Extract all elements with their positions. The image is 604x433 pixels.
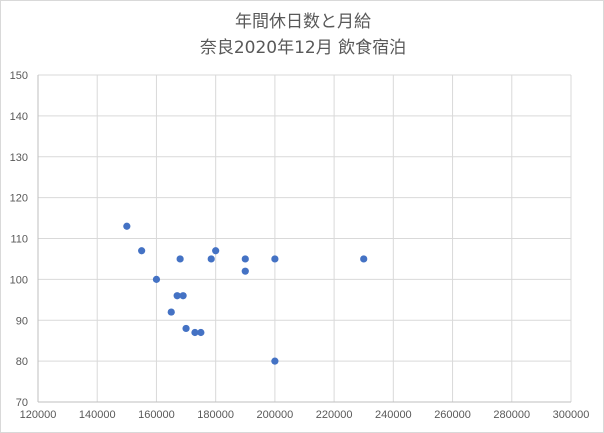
tick-labels: 120000 140000 160000 180000 200000 220000 2400…	[10, 70, 590, 421]
y-tick-label: 150	[10, 70, 28, 82]
data-points	[123, 222, 368, 365]
data-point	[197, 328, 205, 337]
data-point	[207, 255, 215, 263]
x-tick-label: 220000	[316, 409, 353, 421]
y-tick-label: 110	[10, 234, 28, 246]
chart-subtitle: 奈良2020年12月 飲食宿泊	[199, 38, 407, 58]
x-tick-label: 120000	[20, 409, 57, 421]
x-tick-label: 280000	[493, 409, 530, 421]
y-tick-label: 130	[10, 152, 28, 164]
x-tick-label: 260000	[434, 409, 471, 421]
x-tick-label: 160000	[138, 409, 175, 421]
data-point	[271, 357, 279, 365]
x-tick-label: 140000	[79, 409, 116, 421]
x-tick-label: 300000	[553, 409, 590, 421]
data-point	[167, 308, 175, 316]
data-point	[360, 255, 368, 263]
data-point	[271, 255, 279, 263]
data-point	[191, 328, 199, 337]
axes	[37, 75, 571, 403]
y-tick-label: 140	[10, 111, 28, 123]
data-point	[179, 292, 187, 300]
gridlines	[37, 74, 572, 403]
data-point	[173, 292, 181, 300]
data-point	[241, 255, 249, 263]
data-point	[123, 222, 131, 230]
x-tick-label: 180000	[197, 409, 234, 421]
y-tick-label: 90	[16, 315, 28, 327]
y-tick-label: 70	[16, 397, 28, 409]
data-point	[241, 267, 249, 275]
y-tick-label: 80	[16, 356, 28, 368]
data-point	[152, 275, 161, 283]
y-tick-label: 120	[10, 193, 28, 205]
x-tick-label: 200000	[257, 409, 294, 421]
y-tick-label: 100	[10, 274, 28, 286]
x-tick-label: 240000	[375, 409, 412, 421]
data-point	[176, 255, 184, 263]
data-point	[182, 324, 190, 333]
data-point	[138, 247, 146, 255]
chart-title: 年間休日数と月給	[235, 12, 371, 32]
data-point	[212, 247, 220, 255]
